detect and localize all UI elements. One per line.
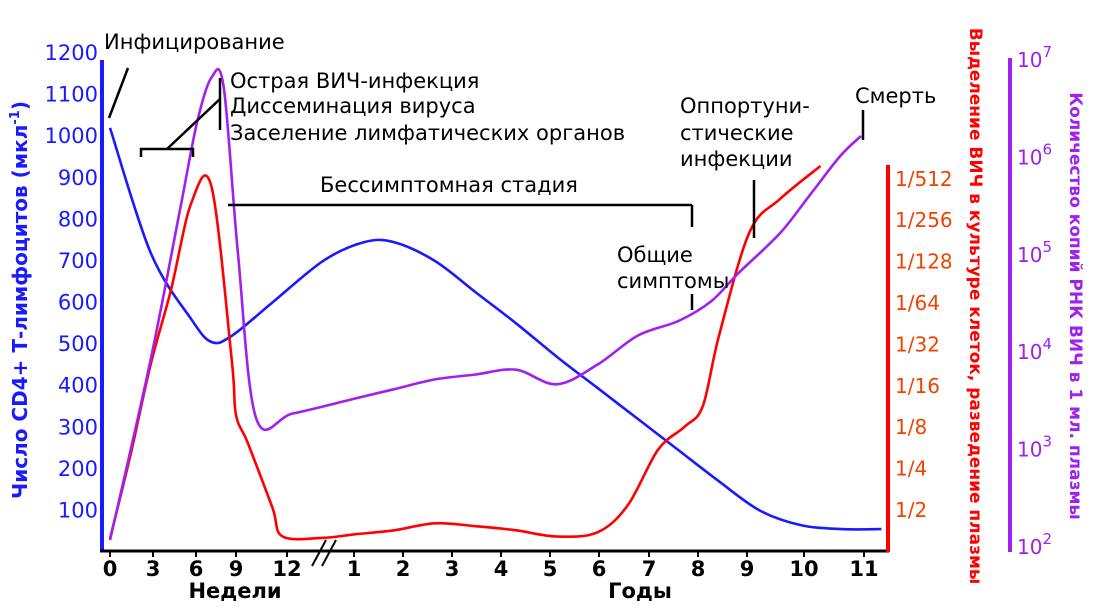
left-tick-label: 100 (58, 498, 98, 522)
right-red-tick-label: 1/512 (895, 167, 953, 191)
x-tick-label: 6 (189, 557, 204, 581)
annotation-acute-3: Заселение лимфатических органов (230, 121, 625, 145)
x-tick-label: 4 (494, 557, 509, 581)
tick-base: 10 (1017, 535, 1042, 559)
annotation-lines (107, 67, 865, 310)
left-axis-ticks: 100 200 300 400 500 600 700 800 900 1000 1100 1200 (45, 41, 98, 522)
x-tick-label: 2 (396, 557, 411, 581)
left-tick-label: 1100 (45, 83, 98, 107)
left-tick-label: 300 (58, 415, 98, 439)
acute-bracket (139, 147, 195, 157)
right-red-tick-label: 1/128 (895, 250, 953, 274)
right-red-tick-label: 1/256 (895, 208, 953, 232)
right-red-tick-label: 1/4 (895, 457, 927, 481)
right-purple-tick-label: 103 (1017, 433, 1052, 462)
x-tick-label: 0 (103, 557, 118, 581)
tick-exponent: 6 (1042, 140, 1052, 158)
tick-exponent: 5 (1042, 238, 1052, 256)
axes-lines (100, 58, 1012, 567)
tick-exponent: 4 (1042, 335, 1052, 353)
left-axis-title-sup: -1 (8, 110, 23, 124)
annotation-general-1: Общие (617, 243, 693, 267)
series-line-right1 (108, 164, 822, 541)
right-purple-tick-label: 104 (1017, 335, 1052, 364)
right-red-tick-label: 1/64 (895, 291, 940, 315)
left-tick-label: 400 (58, 374, 98, 398)
left-tick-label: 200 (58, 457, 98, 481)
x-tick-label: 6 (592, 557, 607, 581)
left-axis-title-main: Число CD4+ Т-лимфоцитов (мкл (8, 125, 32, 499)
right-red-tick-label: 1/2 (895, 498, 927, 522)
right-red-axis-ticks: 1/2 1/4 1/8 1/16 1/32 1/64 1/128 1/256 1/512 (895, 167, 953, 522)
x-tick-label: 3 (445, 557, 460, 581)
x-tick-label: 9 (229, 557, 244, 581)
right-purple-axis-title: Количество копий РНК ВИЧ в 1 мл. плазмы (1065, 92, 1085, 519)
right-purple-tick-label: 105 (1017, 238, 1052, 267)
left-tick-label: 600 (58, 291, 98, 315)
annotation-acute-1: Острая ВИЧ-инфекция (230, 69, 479, 93)
left-axis-title-end: ) (8, 101, 32, 110)
series-line-left (108, 127, 882, 531)
x-axis-ticks: 0 3 6 9 12 1 2 3 4 5 6 7 8 9 10 11 (103, 551, 879, 581)
right-red-tick-label: 1/16 (895, 374, 940, 398)
axis-break-mark (311, 539, 327, 567)
annotation-infection: Инфицирование (104, 30, 285, 54)
x-tick-label: 5 (543, 557, 558, 581)
right-red-axis-title: Выделение ВИЧ в культуре клеток, разведе… (965, 28, 985, 585)
infection-pointer (107, 67, 130, 119)
x-tick-label: 9 (740, 557, 755, 581)
x-tick-label: 11 (849, 557, 878, 581)
axis-break-mark (321, 539, 337, 567)
left-tick-label: 1200 (45, 41, 98, 65)
x-group-label-weeks: Недели (188, 579, 281, 603)
right-purple-tick-label: 106 (1017, 140, 1052, 169)
tick-exponent: 3 (1042, 433, 1052, 451)
tick-base: 10 (1017, 145, 1042, 169)
x-tick-label: 8 (691, 557, 706, 581)
tick-exponent: 7 (1042, 43, 1052, 61)
annotation-acute-2: Диссеминация вируса (230, 94, 476, 118)
right-red-tick-label: 1/32 (895, 332, 940, 356)
annotation-opportunistic-3: инфекции (680, 147, 793, 171)
left-tick-label: 700 (58, 249, 98, 273)
acute-connector (166, 98, 221, 150)
tick-base: 10 (1017, 340, 1042, 364)
x-tick-label: 3 (146, 557, 161, 581)
right-purple-tick-label: 102 (1017, 530, 1052, 559)
left-tick-label: 800 (58, 207, 98, 231)
annotation-death: Смерть (855, 84, 936, 108)
x-tick-label: 12 (272, 557, 301, 581)
left-tick-label: 1000 (45, 124, 98, 148)
right-purple-tick-label: 107 (1017, 43, 1052, 72)
annotation-asymptomatic: Бессимптомная стадия (320, 173, 578, 197)
left-tick-label: 500 (58, 332, 98, 356)
tick-base: 10 (1017, 48, 1042, 72)
x-tick-label: 10 (789, 557, 818, 581)
x-tick-label: 7 (642, 557, 657, 581)
x-group-label-years: Годы (608, 579, 672, 603)
tick-exponent: 2 (1042, 530, 1052, 548)
left-axis-title: Число CD4+ Т-лимфоцитов (мкл-1) (8, 101, 32, 499)
annotation-opportunistic-1: Оппортуни- (680, 94, 810, 118)
right-red-tick-label: 1/8 (895, 415, 927, 439)
annotation-opportunistic-2: стические (680, 121, 794, 145)
annotation-general-2: симптомы (617, 269, 729, 293)
x-tick-label: 1 (347, 557, 362, 581)
tick-base: 10 (1017, 243, 1042, 267)
left-tick-label: 900 (58, 166, 98, 190)
tick-base: 10 (1017, 438, 1042, 462)
